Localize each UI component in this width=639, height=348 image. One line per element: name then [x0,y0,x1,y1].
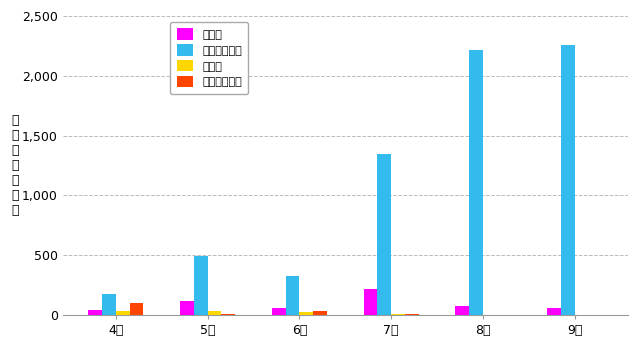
Bar [364,289,378,315]
Bar [116,311,130,315]
Bar [561,45,574,315]
Legend: 涼しく, とても涼しく, 暖かく, とても暖かく: 涼しく, とても涼しく, 暖かく, とても暖かく [170,22,249,94]
Bar [130,303,143,315]
Bar [194,256,208,315]
Bar [180,301,194,315]
Bar [286,276,299,315]
Bar [469,49,483,315]
Bar [547,308,561,315]
Y-axis label: 申
請
回
数
［
回
］: 申 請 回 数 ［ 回 ］ [11,114,19,217]
Bar [378,153,391,315]
Bar [405,314,419,315]
Bar [299,313,313,315]
Bar [102,294,116,315]
Bar [272,308,286,315]
Bar [456,307,469,315]
Bar [221,314,235,315]
Bar [208,311,221,315]
Bar [313,311,327,315]
Bar [391,314,405,315]
Bar [88,310,102,315]
